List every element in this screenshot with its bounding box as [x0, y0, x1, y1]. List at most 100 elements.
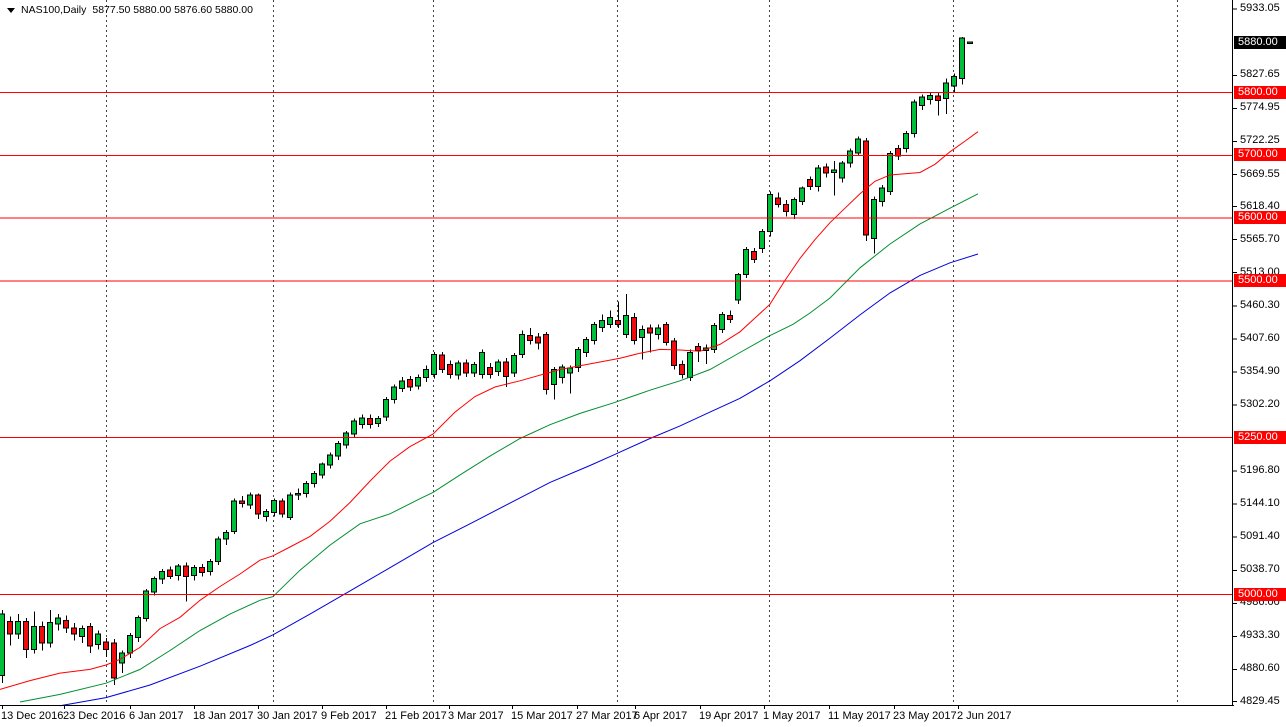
- candlestick: [175, 565, 181, 576]
- candlestick: [551, 368, 557, 386]
- candlestick: [823, 166, 829, 174]
- candlestick: [503, 361, 509, 377]
- candlestick: [71, 627, 77, 635]
- date-tick-label: 18 Jan 2017: [193, 710, 254, 722]
- candlestick: [919, 96, 925, 106]
- candlestick: [935, 95, 941, 101]
- candlestick: [535, 336, 541, 344]
- candlestick: [783, 203, 789, 212]
- candlestick: [287, 494, 293, 519]
- candlestick: [631, 316, 637, 342]
- candlestick: [679, 363, 685, 375]
- candlestick: [335, 443, 341, 457]
- candlestick: [807, 178, 813, 187]
- candlestick: [239, 500, 245, 505]
- candlestick: [879, 187, 885, 202]
- candlestick: [151, 577, 157, 593]
- date-tick-label: 1 May 2017: [763, 710, 821, 722]
- candlestick: [511, 355, 517, 374]
- time-axis[interactable]: 13 Dec 2016 23 Dec 2016 6 Jan 2017 18 Jan 2…: [0, 705, 1286, 727]
- date-tick-label: 30 Jan 2017: [257, 710, 318, 722]
- price-level-badge: 5250.00: [1234, 430, 1286, 444]
- candlestick: [775, 197, 781, 205]
- candlestick: [607, 316, 613, 325]
- candlestick: [487, 367, 493, 375]
- date-tick-label: 19 Apr 2017: [699, 710, 759, 722]
- candlestick: [663, 323, 669, 344]
- candlestick: [47, 621, 53, 644]
- candlestick: [527, 335, 533, 342]
- candlestick: [655, 327, 661, 335]
- candlestick: [0, 613, 5, 677]
- current-price-badge: 5880.00: [1234, 35, 1286, 49]
- candlestick: [55, 617, 61, 625]
- candlestick: [247, 494, 253, 506]
- date-tick-label: 13 Dec 2016: [1, 710, 64, 722]
- price-axis[interactable]: 5933.05 5827.65 5774.95 5722.25 5669.55 5618.…: [1232, 0, 1286, 707]
- candlestick: [959, 37, 965, 79]
- candlestick: [159, 570, 165, 580]
- candlestick: [399, 380, 405, 389]
- price-tick-label: 5933.05: [1240, 2, 1280, 15]
- symbol-timeframe-label: NAS100,Daily: [21, 4, 87, 16]
- candlestick: [311, 473, 317, 485]
- candlestick: [327, 454, 333, 466]
- date-tick-label: 23 Dec 2016: [63, 710, 126, 722]
- candlestick: [375, 417, 381, 424]
- candlestick: [263, 510, 269, 517]
- candlestick: [87, 626, 93, 647]
- candlestick: [407, 379, 413, 388]
- candlestick: [95, 633, 101, 645]
- candlestick: [207, 560, 213, 572]
- candlestick: [215, 538, 221, 562]
- candlestick: [63, 619, 69, 629]
- candlestick: [599, 320, 605, 328]
- price-level-badge: 5800.00: [1234, 85, 1286, 99]
- candlestick: [423, 368, 429, 379]
- candlestick: [951, 76, 957, 87]
- date-tick-label: 6 Apr 2017: [634, 710, 688, 722]
- date-tick-label: 11 May 2017: [828, 710, 891, 722]
- candlestick: [279, 500, 285, 515]
- candlestick: [479, 352, 485, 375]
- candlestick: [847, 150, 853, 164]
- candlestick: [519, 333, 525, 355]
- price-tick-label: 5565.70: [1240, 232, 1280, 245]
- candlestick: [223, 532, 229, 540]
- candlestick: [231, 500, 237, 532]
- candlestick: [719, 313, 725, 330]
- candlestick: [447, 363, 453, 375]
- date-tick-label: 15 Mar 2017: [511, 710, 573, 722]
- candlestick: [639, 328, 645, 338]
- candlestick: [359, 417, 365, 426]
- candlestick: [135, 616, 141, 638]
- price-tick-label: 5827.65: [1240, 68, 1280, 81]
- price-tick-label: 5669.55: [1240, 167, 1280, 180]
- candlestick: [255, 494, 261, 515]
- candlestick: [839, 162, 845, 179]
- candlestick: [319, 463, 325, 476]
- candlestick: [15, 621, 21, 635]
- candlestick: [967, 41, 973, 45]
- candlestick: [183, 565, 189, 578]
- candlestick: [343, 432, 349, 446]
- candlestick: [495, 361, 501, 372]
- candlestick: [575, 348, 581, 369]
- candlestick: [927, 94, 933, 101]
- ohlc-quote-readout: 5877.50 5880.00 5876.60 5880.00: [92, 4, 253, 16]
- candlestick: [7, 621, 13, 635]
- candlestick: [791, 198, 797, 216]
- candlestick: [615, 320, 621, 325]
- symbol-dropdown-icon[interactable]: [7, 7, 15, 13]
- date-tick-label: 23 May 2017: [893, 710, 957, 722]
- candlestick: [439, 354, 445, 370]
- candlestick: [79, 628, 85, 638]
- candlestick: [591, 323, 597, 342]
- price-tick-label: 5460.30: [1240, 298, 1280, 311]
- price-tick-label: 5038.70: [1240, 563, 1280, 576]
- candlestick: [815, 167, 821, 187]
- candlestick: [23, 621, 29, 650]
- candlestick: [431, 353, 437, 375]
